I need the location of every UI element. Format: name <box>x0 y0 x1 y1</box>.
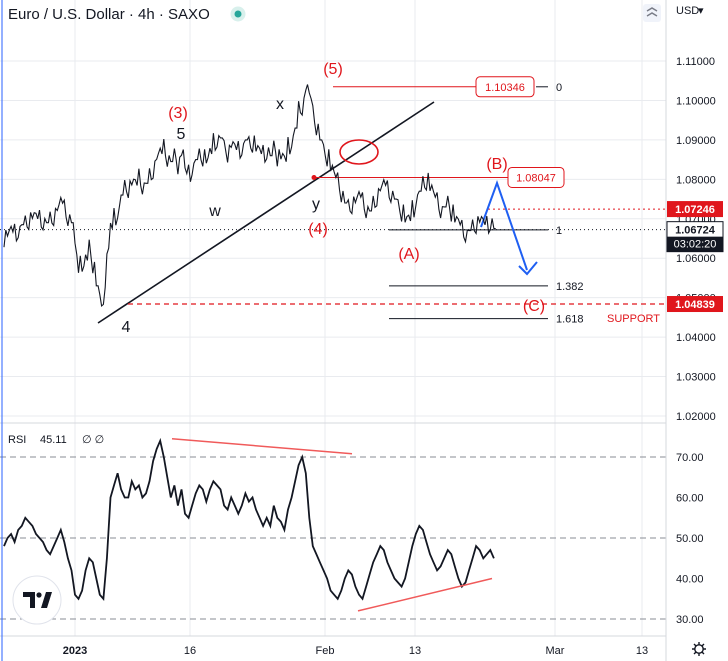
rsi-series-line <box>3 437 495 601</box>
rsi-legend-label: RSI <box>8 434 26 446</box>
wave-label-w5: (5) <box>323 61 343 78</box>
axis-layer: 1.110001.100001.090001.080001.070001.060… <box>63 56 724 657</box>
wave-label-w4_minor: 4 <box>122 319 131 336</box>
time-tick-label: 2023 <box>63 645 87 657</box>
price-tick-label: 1.04000 <box>676 332 716 344</box>
axis-price-tag <box>667 201 723 218</box>
price-series-line <box>3 84 496 307</box>
price-tick-label: 1.10000 <box>676 95 716 107</box>
price-tick-label: 1.03000 <box>676 372 716 384</box>
time-tick-label: Mar <box>546 645 565 657</box>
time-tick-label: 13 <box>636 645 648 657</box>
wave-label-w5_minor: 5 <box>177 126 186 143</box>
price-tick-label: 1.02000 <box>676 411 716 423</box>
price-box <box>475 76 535 98</box>
fib-ratio-label: 0 <box>556 82 562 94</box>
time-tick-label: 13 <box>409 645 421 657</box>
fib-ratio-label: 1.618 <box>556 314 584 326</box>
wave-label-wC: (C) <box>523 298 545 315</box>
rsi-tick-label: 30.00 <box>676 614 704 626</box>
support-label: SUPPORT <box>607 313 660 325</box>
projection-path <box>480 180 528 271</box>
wave-label-w3: (3) <box>168 105 188 122</box>
price-tick-label: 1.06000 <box>676 253 716 265</box>
rsi-band-lines <box>0 456 666 620</box>
current-price-label: 1.06724 <box>675 225 716 237</box>
breakout-circle <box>339 139 379 165</box>
rsi-tick-label: 60.00 <box>676 493 704 505</box>
axis-price-tag-label: 1.07246 <box>675 204 715 216</box>
chart-title: Euro / U.S. Dollar · 4h · SAXO <box>8 6 210 23</box>
collapse-icon[interactable] <box>643 4 661 22</box>
rsi-value: 45.11 <box>40 434 67 446</box>
currency-label[interactable]: USD <box>676 5 699 17</box>
wave-label-wA: (A) <box>398 246 419 263</box>
rsi-tick-label: 40.00 <box>676 574 704 586</box>
settings-icon[interactable]: ∅ ∅ <box>82 434 104 446</box>
projection-arrow-head <box>518 261 538 276</box>
annotations: 0 1 1.382 1.618 1.10346 1.08047 (5) (3) 5 x w y (4) (… <box>0 61 666 336</box>
tradingview-logo-icon <box>12 575 62 625</box>
trendline <box>97 101 435 324</box>
price-box-label: 1.08047 <box>516 172 556 184</box>
b-level-anchor <box>311 174 317 180</box>
wave-label-wB: (B) <box>486 156 507 173</box>
rsi-tick-label: 50.00 <box>676 533 704 545</box>
axis-price-tag-label: 1.04839 <box>675 299 715 311</box>
price-tick-label: 1.09000 <box>676 135 716 147</box>
grid-lines <box>0 0 666 636</box>
status-dot-icon <box>230 6 246 22</box>
fib-ratio-label: 1 <box>556 225 562 237</box>
rsi-layer <box>3 437 495 612</box>
rsi-divergence-bottom-line <box>357 577 493 612</box>
countdown-label: 03:02:20 <box>674 239 717 251</box>
fib-ratio-label: 1.382 <box>556 281 584 293</box>
price-box <box>507 166 565 188</box>
rsi-tick-label: 70.00 <box>676 452 704 464</box>
price-tick-label: 1.08000 <box>676 174 716 186</box>
wave-label-y: y <box>312 196 320 213</box>
gear-icon[interactable] <box>692 642 706 656</box>
rsi-divergence-top-line <box>171 438 353 455</box>
wave-label-w: w <box>208 203 221 220</box>
time-tick-label: 16 <box>184 645 196 657</box>
wave-label-w4: (4) <box>308 221 328 238</box>
axis-price-tag <box>667 296 723 313</box>
chevron-down-icon[interactable]: ▾ <box>698 5 704 17</box>
price-tick-label: 1.11000 <box>676 56 715 68</box>
wave-label-x: x <box>276 96 284 113</box>
price-layer <box>3 84 496 307</box>
price-box-label: 1.10346 <box>485 82 525 94</box>
countdown-tag <box>667 236 723 252</box>
time-tick-label: Feb <box>316 645 335 657</box>
